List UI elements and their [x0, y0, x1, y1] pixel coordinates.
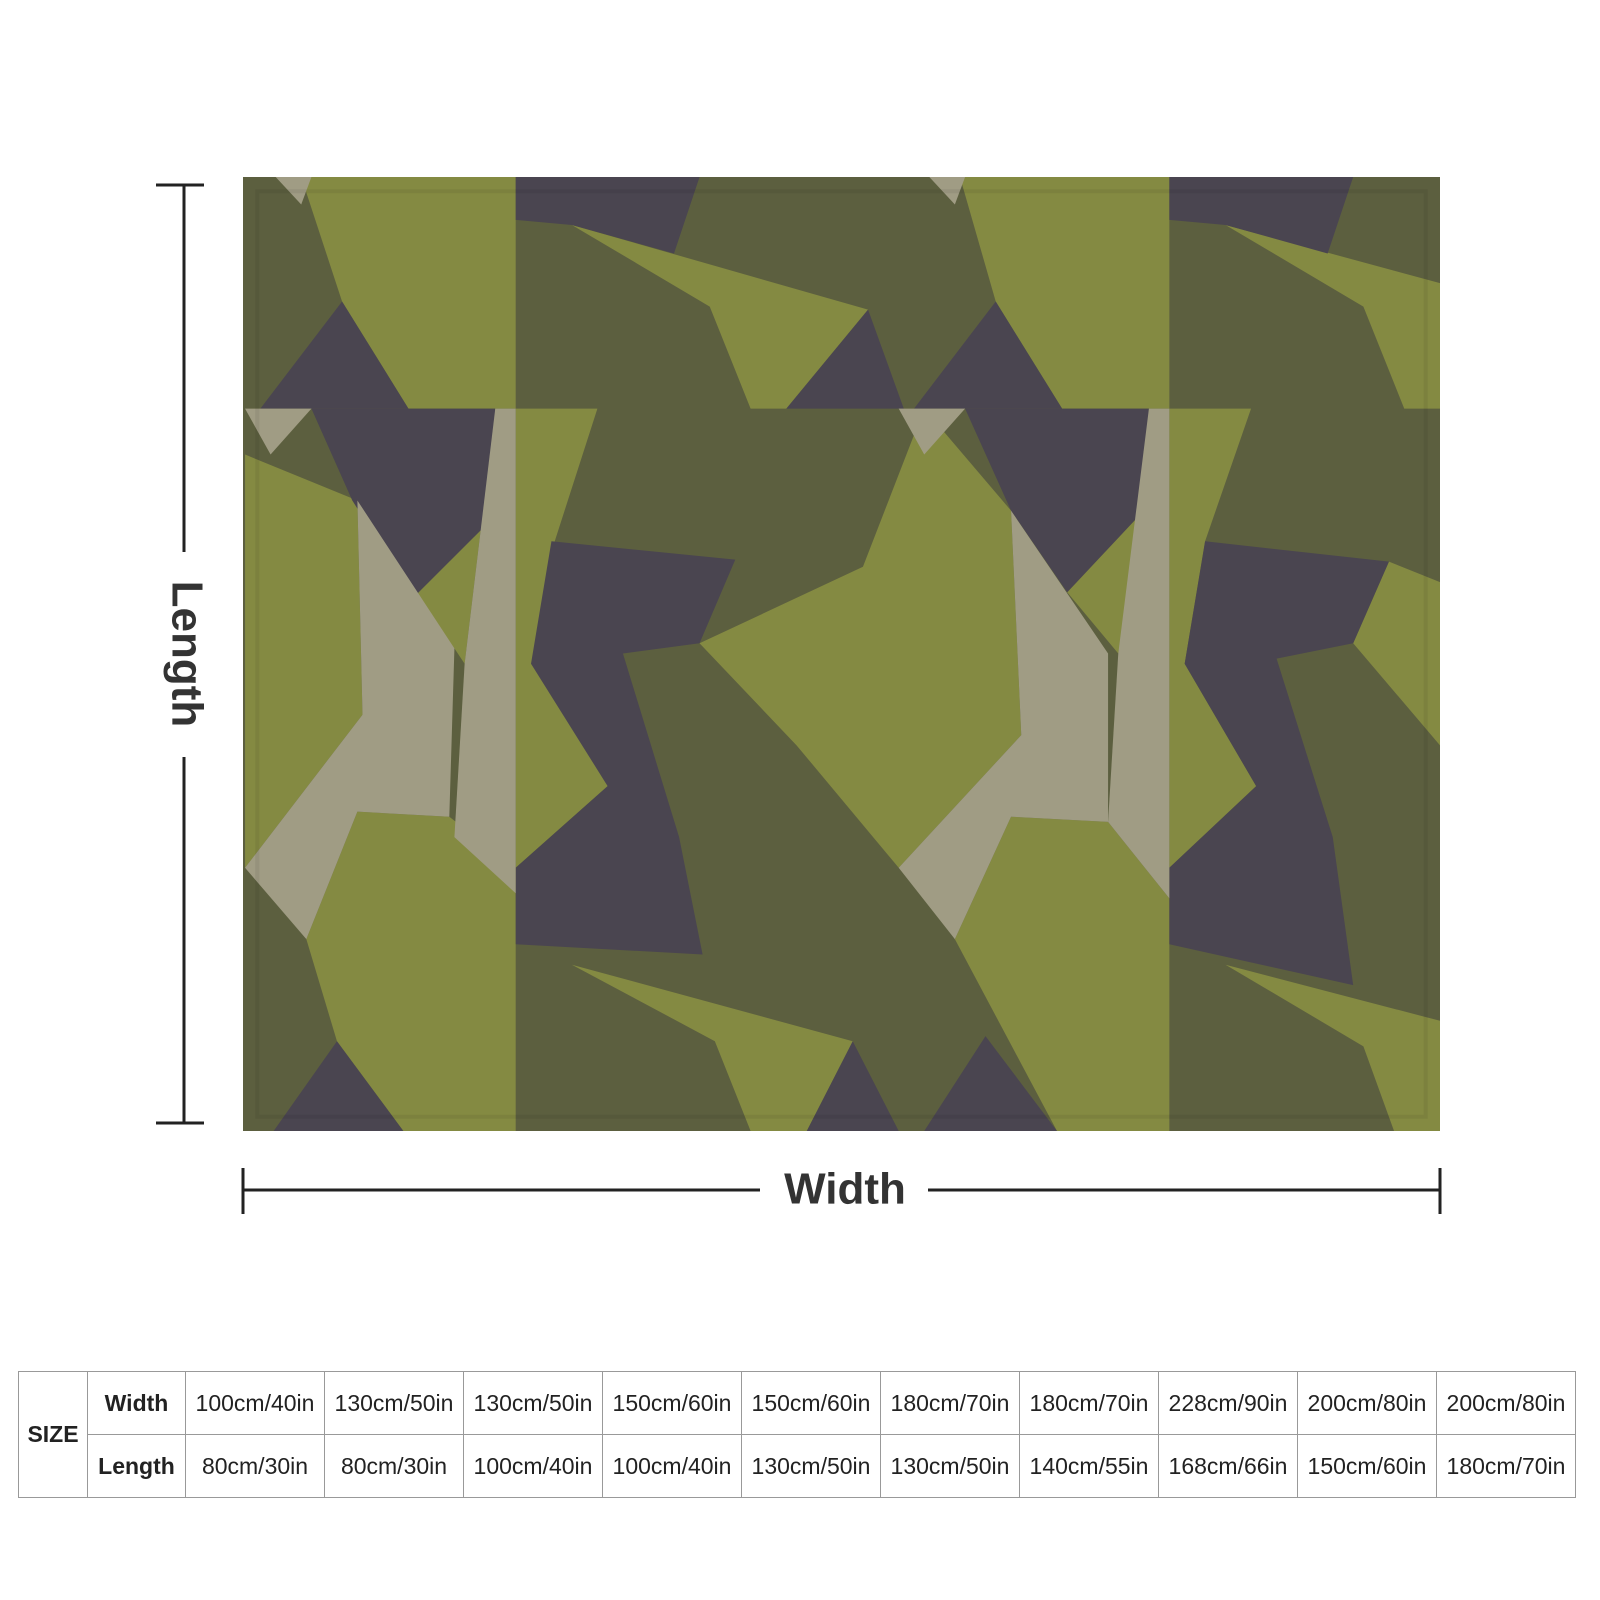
size-cell: 130cm/50in: [741, 1434, 881, 1498]
size-cell: 80cm/30in: [185, 1434, 325, 1498]
size-cell: 80cm/30in: [324, 1434, 464, 1498]
length-label: Length: [162, 581, 211, 728]
size-cell: 150cm/60in: [1297, 1434, 1437, 1498]
size-cell: 130cm/50in: [463, 1371, 603, 1435]
row-header: Length: [87, 1434, 186, 1498]
size-cell: 140cm/55in: [1019, 1434, 1159, 1498]
width-label: Width: [784, 1165, 906, 1214]
size-cell: 200cm/80in: [1436, 1371, 1576, 1435]
size-cell: 228cm/90in: [1158, 1371, 1298, 1435]
size-cell: 150cm/60in: [741, 1371, 881, 1435]
size-cell: 100cm/40in: [185, 1371, 325, 1435]
size-cell: 168cm/66in: [1158, 1434, 1298, 1498]
size-cell: 200cm/80in: [1297, 1371, 1437, 1435]
size-table: SIZE Width 100cm/40in 130cm/50in 130cm/50in 1…: [18, 1371, 1576, 1498]
row-header: Width: [87, 1371, 186, 1435]
size-cell: 150cm/60in: [602, 1371, 742, 1435]
size-cell: 130cm/50in: [324, 1371, 464, 1435]
size-label: SIZE: [18, 1371, 88, 1498]
size-cell: 180cm/70in: [1436, 1434, 1576, 1498]
size-cell: 100cm/40in: [602, 1434, 742, 1498]
size-row: SIZE Width 100cm/40in 130cm/50in 130cm/50in 1…: [18, 1371, 1576, 1498]
size-cell: 180cm/70in: [1019, 1371, 1159, 1435]
size-row: Length 80cm/30in 80cm/30in 100cm/40in 100cm/…: [19, 1434, 1576, 1498]
blanket: [243, 177, 1440, 1131]
size-cell: 100cm/40in: [463, 1434, 603, 1498]
product-figure: Length Width: [156, 177, 1442, 1214]
size-cell: 180cm/70in: [880, 1371, 1020, 1435]
size-cell: 130cm/50in: [880, 1434, 1020, 1498]
